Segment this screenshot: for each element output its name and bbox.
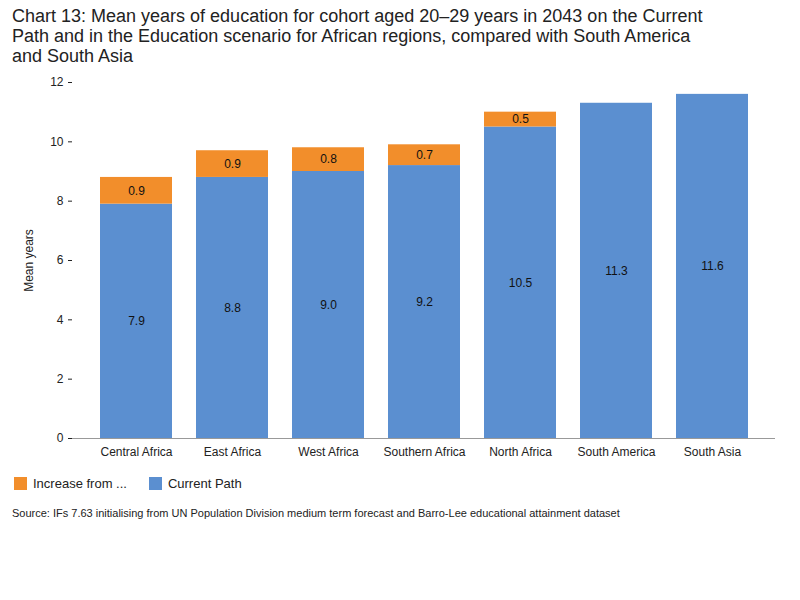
svg-text:9.2: 9.2 xyxy=(416,295,433,309)
svg-text:9.0: 9.0 xyxy=(320,298,337,312)
svg-text:South America: South America xyxy=(577,445,655,459)
svg-text:8: 8 xyxy=(57,194,64,208)
svg-text:8.8: 8.8 xyxy=(224,301,241,315)
svg-text:10: 10 xyxy=(50,135,64,149)
svg-text:0.8: 0.8 xyxy=(320,152,337,166)
html-text:Increase from ...: Increase from ... xyxy=(33,476,127,491)
svg-text:Southern Africa: Southern Africa xyxy=(383,445,465,459)
svg-text:Central Africa: Central Africa xyxy=(100,445,172,459)
svg-text:0.7: 0.7 xyxy=(416,148,433,162)
svg-text:West Africa: West Africa xyxy=(298,445,359,459)
html-text:Current Path: Current Path xyxy=(167,476,242,491)
svg-text:0.9: 0.9 xyxy=(224,157,241,171)
svg-text:South Asia: South Asia xyxy=(684,445,742,459)
svg-text:0.5: 0.5 xyxy=(512,112,529,126)
svg-text:11.6: 11.6 xyxy=(701,259,724,273)
svg-text:11.3: 11.3 xyxy=(605,264,628,278)
svg-text:10.5: 10.5 xyxy=(509,276,533,290)
svg-text:6: 6 xyxy=(57,253,64,267)
html-text:Source: IFs 7.63 initialising: Source: IFs 7.63 initialising from UN Po… xyxy=(12,507,620,519)
html-text:Chart 13: Mean years of educat: Chart 13: Mean years of education for co… xyxy=(12,6,703,66)
svg-text:East Africa: East Africa xyxy=(204,445,262,459)
svg-text:0.9: 0.9 xyxy=(128,184,145,198)
svg-text:0: 0 xyxy=(57,431,64,445)
svg-text:North Africa: North Africa xyxy=(489,445,552,459)
svg-text:Mean years: Mean years xyxy=(22,229,36,292)
svg-text:12: 12 xyxy=(50,75,64,89)
svg-text:4: 4 xyxy=(57,313,64,327)
svg-text:7.9: 7.9 xyxy=(128,314,145,328)
svg-text:2: 2 xyxy=(57,372,64,386)
